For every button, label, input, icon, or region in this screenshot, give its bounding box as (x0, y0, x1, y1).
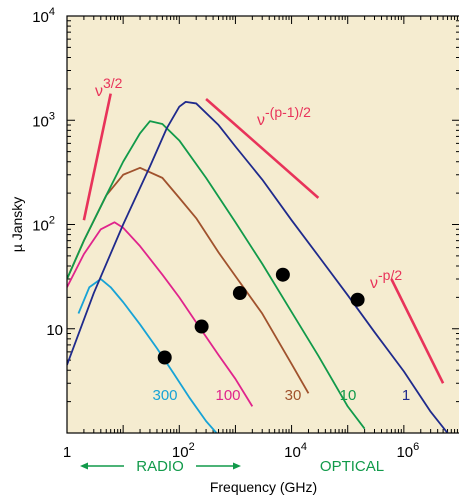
series-line-100 (67, 221, 254, 407)
slope-label-exponent: -p/2 (378, 267, 402, 283)
slope-label-2: ν-p/2 (370, 267, 402, 292)
slope-line-1 (205, 97, 320, 199)
tick-label-base: 10 (172, 444, 189, 461)
slope-label-0: ν3/2 (95, 75, 123, 100)
radio-label: RADIO (136, 458, 184, 475)
curve-label-1: 1 (402, 387, 410, 404)
tick-label-base: 10 (32, 9, 49, 26)
x-tick-label: 106 (396, 441, 419, 461)
y-tick-label: 103 (32, 110, 55, 130)
curve-label-300: 300 (152, 387, 177, 404)
y-axis-title: µ Jansky (9, 197, 25, 253)
tick-label-exponent: 2 (49, 215, 55, 227)
plot-background (67, 16, 459, 433)
curve-label-10: 10 (340, 387, 357, 404)
series-group (67, 100, 449, 433)
y-tick-label: 10 (46, 322, 63, 339)
series-line-300 (77, 278, 218, 433)
slope-line-0 (82, 93, 112, 221)
x-tick-label: 102 (172, 441, 195, 461)
curve-label-100: 100 (215, 387, 240, 404)
slope-label-1: ν-(p-1)/2 (257, 104, 311, 129)
slope-label-exponent: -(p-1)/2 (265, 104, 311, 120)
tick-label-exponent: 2 (189, 441, 195, 453)
series-line-10 (67, 120, 366, 430)
x-tick-label: 1 (63, 444, 71, 461)
slope-label-exponent: 3/2 (103, 75, 123, 91)
curve-label-30: 30 (285, 387, 302, 404)
tick-label-exponent: 4 (301, 441, 307, 453)
x-tick-label: 104 (284, 441, 307, 461)
tick-label-exponent: 6 (413, 441, 419, 453)
y-tick-label: 104 (32, 6, 55, 26)
radio-arrow-right-head (233, 462, 241, 470)
x-axis-title: Frequency (GHz) (210, 479, 317, 495)
slope-label-base: ν (370, 275, 378, 292)
data-point (350, 292, 365, 307)
optical-label: OPTICAL (320, 458, 384, 475)
tick-label-base: 10 (46, 322, 63, 339)
tick-label-base: 10 (284, 444, 301, 461)
plot-frame (66, 15, 459, 434)
data-point (194, 319, 209, 334)
tick-label-base: 10 (396, 444, 413, 461)
data-point (157, 350, 172, 365)
tick-label-base: 10 (32, 218, 49, 235)
tick-label-exponent: 4 (49, 6, 55, 18)
tick-label-exponent: 3 (49, 110, 55, 122)
tick-label-base: 10 (32, 113, 49, 130)
data-point (232, 286, 247, 301)
tick-label-base: 1 (63, 444, 71, 461)
y-tick-label: 102 (32, 215, 55, 235)
series-line-1 (67, 100, 449, 433)
slope-label-base: ν (95, 83, 103, 100)
axis-ticks (66, 16, 459, 434)
slope-label-base: ν (257, 112, 265, 129)
slope-line-2 (390, 278, 445, 384)
radio-arrow-left-head (80, 462, 88, 470)
data-point (275, 267, 290, 282)
